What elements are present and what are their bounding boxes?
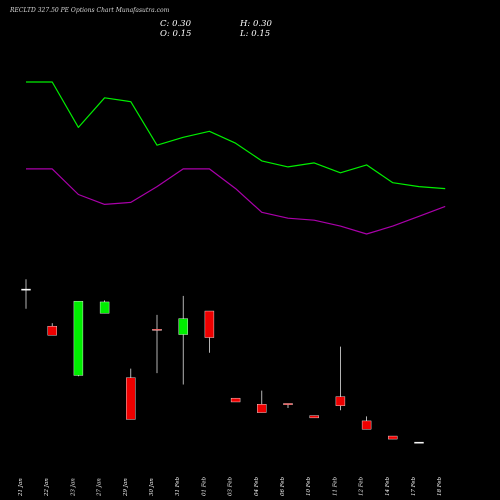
x-tick-label: 11 Feb [332, 476, 338, 496]
candle [230, 397, 241, 403]
candle [414, 441, 424, 444]
x-tick-label: 22 Jan [44, 478, 50, 497]
candle-body [414, 441, 424, 444]
x-tick-label: 21 Jan [18, 478, 24, 497]
x-tick-label: 12 Feb [359, 476, 365, 496]
candle-body [283, 403, 293, 405]
open-value: O: 0.15 [160, 29, 192, 39]
candlesticks [21, 279, 424, 444]
candle-body [230, 397, 241, 403]
candle-body [99, 301, 110, 314]
x-tick-label: 29 Jan [123, 478, 129, 497]
candle [283, 403, 293, 409]
candle-body [388, 435, 398, 440]
candle [99, 300, 110, 314]
candle-body [335, 396, 346, 406]
candle [73, 300, 84, 377]
candle-body [309, 415, 319, 419]
x-tick-label: 06 Feb [280, 476, 286, 496]
x-tick-label: 23 Jan [70, 478, 76, 497]
candle [361, 416, 372, 430]
x-tick-label: 10 Feb [306, 476, 312, 496]
candle [388, 435, 398, 440]
candle [21, 279, 31, 309]
candle-body [73, 300, 84, 376]
indicator-bands [26, 81, 446, 235]
candle [126, 368, 136, 420]
low-value: L: 0.15 [240, 29, 271, 39]
candle-body [47, 325, 57, 336]
candle [335, 346, 346, 411]
candle-body [178, 318, 188, 335]
x-axis-labels: 21 Jan 22 Jan 23 Jan 27 Jan 29 Jan 30 Jan 31 F… [18, 476, 443, 497]
x-tick-label: 31 Feb [175, 476, 181, 496]
candle-body [361, 420, 372, 430]
candle [178, 295, 188, 385]
candle-body [126, 377, 136, 420]
candle [257, 390, 267, 413]
lower-band-line [26, 168, 446, 235]
candle [47, 323, 57, 336]
close-value: C: 0.30 [160, 19, 191, 29]
candle-body [257, 404, 267, 413]
candle [152, 314, 162, 374]
x-tick-label: 17 Feb [411, 476, 417, 496]
x-tick-label: 27 Jan [97, 478, 103, 497]
candle-body [204, 310, 215, 338]
x-tick-label: 03 Feb [228, 476, 234, 496]
x-tick-label: 30 Jan [149, 478, 155, 496]
candle [309, 415, 319, 419]
candle-body [152, 329, 162, 331]
candle-body [21, 288, 31, 291]
x-tick-label: 04 Feb [254, 476, 260, 496]
x-tick-label: 01 Feb [201, 476, 207, 496]
upper-band-line [26, 81, 446, 190]
x-tick-label: 18 Feb [437, 476, 443, 496]
candle [204, 310, 215, 353]
high-value: H: 0.30 [240, 19, 272, 29]
page-title: RECLTD 327.50 PE Options Chart Munafasut… [10, 7, 170, 14]
x-tick-label: 14 Feb [385, 476, 391, 496]
